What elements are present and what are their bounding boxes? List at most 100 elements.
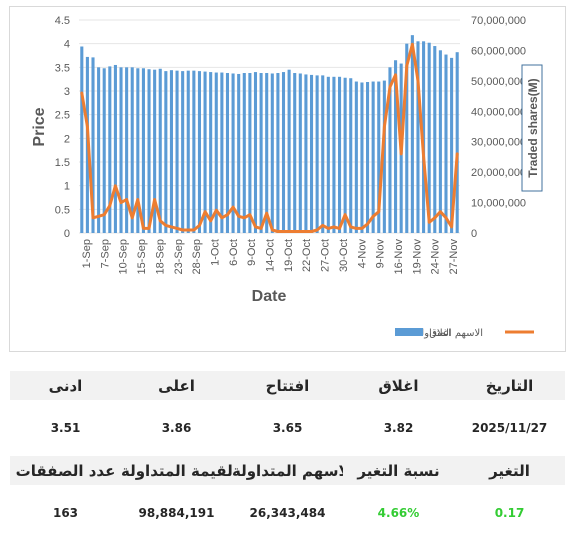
close-price-bar <box>315 75 319 233</box>
x-tick-label: 27-Oct <box>320 239 332 272</box>
legend: الاسهم المتداولة اغلاق <box>395 328 534 339</box>
close-price-bar <box>253 72 258 233</box>
close-price-bar <box>388 67 392 233</box>
x-tick-label: 1-Oct <box>209 239 221 266</box>
trading-stats-value-row: 163 98,884,191 26,343,484 4.66% 0.17 <box>10 485 565 541</box>
close-price-bar <box>293 73 297 233</box>
close-price-bar <box>108 66 112 234</box>
y-axis-title-right: Traded shares(M) <box>526 78 540 177</box>
y-tick-left: 2.5 <box>55 110 70 122</box>
close-price-bar <box>281 72 286 233</box>
close-price-bar <box>270 73 274 233</box>
traded-value-value: 98,884,191 <box>121 485 232 541</box>
y-tick-right: 50,000,000 <box>471 76 526 88</box>
close-price-bar <box>410 35 414 233</box>
change-header: التغير <box>454 456 565 485</box>
close-price-bar <box>91 57 95 233</box>
close-price-bar <box>444 54 448 234</box>
chart-panel: 0 0.5 1 1.5 2 2.5 3 3.5 4 4.5 0 10,000,000 20,000,00… <box>9 6 566 352</box>
close-price-bar <box>220 72 224 233</box>
x-tick-label: 16-Nov <box>393 239 405 275</box>
y-tick-right: 70,000,000 <box>471 15 526 27</box>
close-price-bar <box>186 70 190 233</box>
x-tick-label: 18-Sep <box>154 239 166 274</box>
change-percent-value: 4.66% <box>343 485 454 541</box>
close-price-bar <box>80 46 84 233</box>
close-price-bar <box>309 74 314 233</box>
close-price-bar <box>427 42 431 233</box>
close-price-bar <box>405 43 409 233</box>
y-tick-right: 40,000,000 <box>471 106 526 118</box>
change-value: 0.17 <box>454 485 565 541</box>
close-price-bar <box>377 81 381 234</box>
date-header: التاريخ <box>454 371 565 400</box>
close-price-bar <box>153 69 157 233</box>
close-price-bar <box>259 73 263 233</box>
close-price-bar <box>276 73 280 233</box>
x-tick-label: 14-Oct <box>265 239 277 272</box>
price-stats-header-row: ادنى اعلى افتتاح اغلاق التاريخ <box>10 371 565 400</box>
close-price-bar <box>304 74 308 233</box>
x-tick-label: 1-Sep <box>81 239 93 268</box>
close-price-bar <box>225 73 230 233</box>
close-price-bar <box>326 76 330 233</box>
y-tick-right: 30,000,000 <box>471 137 526 149</box>
x-tick-label: 19-Nov <box>411 239 423 275</box>
x-tick-label: 7-Sep <box>99 239 111 268</box>
y-tick-left: 3.5 <box>55 62 70 74</box>
close-price-bar <box>394 60 398 233</box>
trades-count-value: 163 <box>10 485 121 541</box>
high-header: اعلى <box>121 371 232 400</box>
x-tick-label: 28-Sep <box>191 239 203 274</box>
x-tick-label: 10-Sep <box>118 239 130 274</box>
close-price-bar <box>214 72 218 233</box>
close-header: اغلاق <box>343 371 454 400</box>
traded-shares-header: الاسهم المتداولة <box>232 456 343 485</box>
close-price-bar <box>158 68 162 234</box>
close-price-bar <box>130 67 134 233</box>
legend-line-label: الاسهم المتداولة <box>416 328 483 339</box>
y-axis-title-right-box <box>521 64 543 192</box>
close-price-bar <box>382 80 386 233</box>
y-tick-left: 2 <box>64 133 70 145</box>
y-tick-right: 60,000,000 <box>471 45 526 57</box>
x-tick-label: 15-Sep <box>136 239 148 274</box>
close-price-bar <box>332 76 336 233</box>
close-price-bar <box>360 82 364 233</box>
x-tick-label: 30-Oct <box>338 239 350 272</box>
close-price-bar <box>175 70 179 233</box>
y-tick-left: 3 <box>64 86 70 98</box>
close-price-bar <box>298 73 302 233</box>
close-price-bar <box>164 71 168 234</box>
x-tick-label: 19-Oct <box>283 239 295 272</box>
y-tick-left: 0 <box>64 228 70 240</box>
y-tick-right: 0 <box>471 228 477 240</box>
close-price-bar <box>366 82 370 233</box>
open-header: افتتاح <box>232 371 343 400</box>
traded-shares-line <box>80 42 459 233</box>
close-price-bar <box>119 67 123 233</box>
close-price-bar <box>136 68 140 233</box>
x-tick-label: 24-Nov <box>430 239 442 275</box>
close-price-bar <box>433 46 437 234</box>
close-price-bar <box>371 81 375 234</box>
y-tick-left: 4 <box>64 39 70 51</box>
close-price-bar <box>125 67 129 233</box>
close-price-bar <box>209 72 213 233</box>
close-price-bar <box>349 78 353 233</box>
close-price-bar <box>113 64 117 233</box>
close-price-bar <box>181 71 185 234</box>
x-tick-label: 9-Nov <box>375 239 387 269</box>
traded-shares-value: 26,343,484 <box>232 485 343 541</box>
close-price-bar <box>321 75 325 233</box>
price-volume-chart: 0 0.5 1 1.5 2 2.5 3 3.5 4 4.5 0 10,000,000 20,000,00… <box>31 15 543 339</box>
x-tick-label: 27-Nov <box>448 239 460 275</box>
x-tick-label: 23-Sep <box>173 239 185 274</box>
close-price-bar <box>231 73 235 233</box>
price-stats-value-row: 3.51 3.86 3.65 3.82 2025/11/27 <box>10 400 565 456</box>
x-tick-label: 4-Nov <box>356 239 368 269</box>
y-tick-left: 1.5 <box>55 157 70 169</box>
y-tick-left: 4.5 <box>55 15 70 27</box>
close-price-bar <box>337 76 342 233</box>
y-tick-right: 10,000,000 <box>471 198 526 210</box>
